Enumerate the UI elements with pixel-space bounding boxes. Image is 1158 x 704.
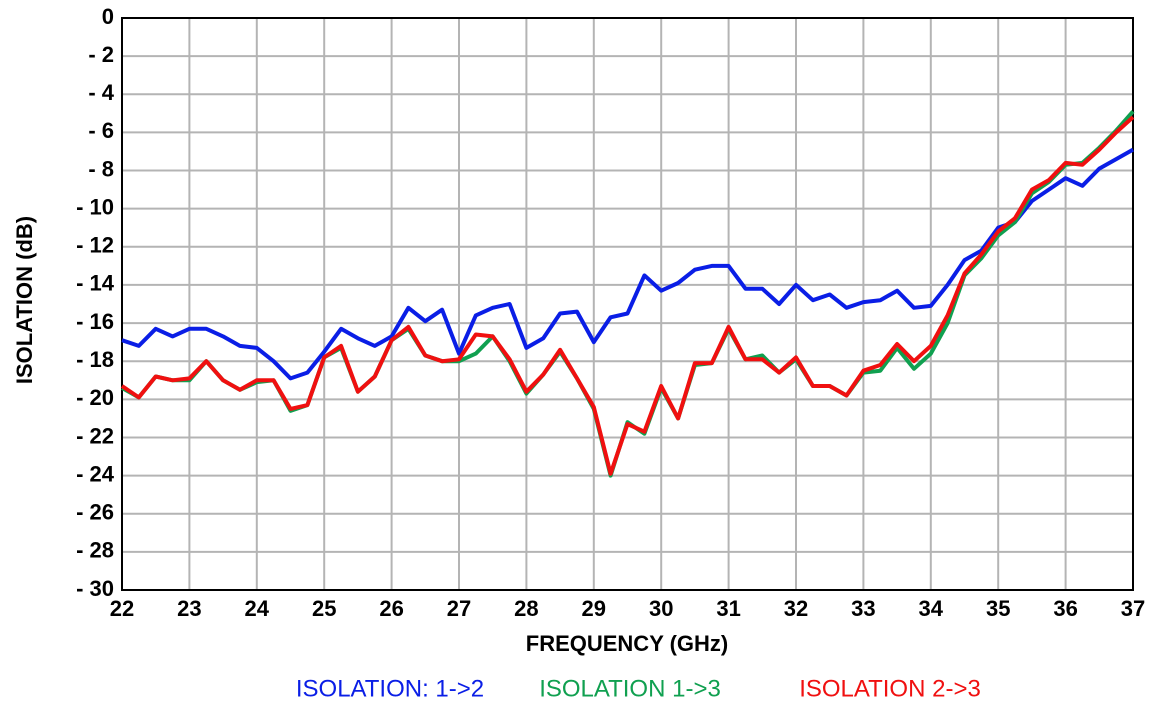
y-tick-label: - 4 — [88, 80, 114, 105]
x-tick-label: 28 — [514, 596, 538, 621]
x-tick-label: 29 — [582, 596, 606, 621]
y-tick-label: 0 — [102, 4, 114, 29]
legend-entry: ISOLATION 2->3 — [799, 675, 981, 702]
y-tick-label: - 30 — [76, 576, 114, 601]
legend-entry: ISOLATION: 1->2 — [296, 675, 484, 702]
y-tick-label: - 22 — [76, 423, 114, 448]
y-tick-label: - 6 — [88, 118, 114, 143]
x-tick-label: 22 — [110, 596, 134, 621]
x-tick-label: 23 — [177, 596, 201, 621]
data-line — [121, 110, 1135, 478]
data-line — [121, 147, 1134, 381]
x-tick-label: 24 — [245, 596, 270, 621]
x-tick-label: 34 — [919, 596, 944, 621]
x-tick-label: 36 — [1053, 596, 1077, 621]
y-tick-label: - 20 — [76, 385, 114, 410]
x-tick-label: 26 — [379, 596, 403, 621]
y-tick-label: - 12 — [76, 233, 114, 258]
y-tick-label: - 18 — [76, 347, 114, 372]
y-tick-label: - 26 — [76, 500, 114, 525]
legend-entry: ISOLATION 1->3 — [539, 675, 721, 702]
x-tick-label: 30 — [649, 596, 673, 621]
y-tick-label: - 16 — [76, 309, 114, 334]
x-tick-label: 27 — [447, 596, 471, 621]
y-tick-label: - 14 — [76, 271, 115, 296]
plot-frame — [121, 17, 1134, 591]
x-tick-label: 25 — [312, 596, 336, 621]
y-tick-label: - 28 — [76, 538, 114, 563]
x-tick-label: 37 — [1121, 596, 1145, 621]
y-tick-label: - 8 — [88, 156, 114, 181]
x-tick-label: 35 — [986, 596, 1010, 621]
y-tick-label: - 10 — [76, 194, 114, 219]
data-line — [120, 115, 1135, 476]
y-tick-label: - 2 — [88, 42, 114, 67]
x-axis-title: FREQUENCY (GHz) — [526, 631, 729, 656]
x-tick-label: 32 — [784, 596, 808, 621]
x-tick-label: 31 — [716, 596, 740, 621]
x-tick-label: 33 — [851, 596, 875, 621]
y-tick-label: - 24 — [76, 461, 115, 486]
y-axis-title: ISOLATION (dB) — [12, 216, 37, 384]
